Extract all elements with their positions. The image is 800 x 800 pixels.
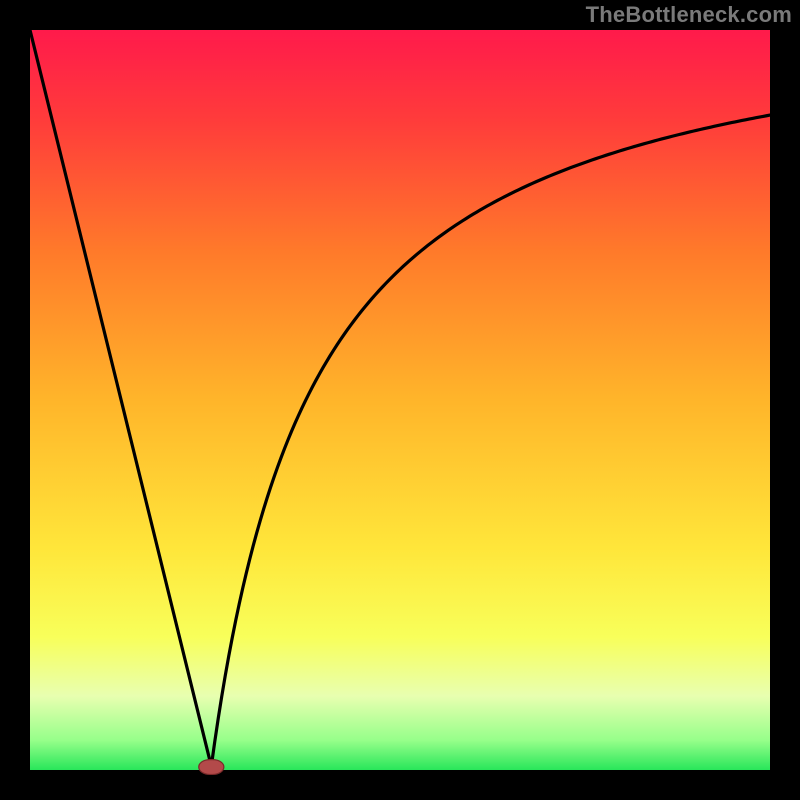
- optimal-point-marker: [199, 760, 224, 775]
- chart-stage: TheBottleneck.com: [0, 0, 800, 800]
- chart-svg: [0, 0, 800, 800]
- watermark-text: TheBottleneck.com: [586, 2, 792, 28]
